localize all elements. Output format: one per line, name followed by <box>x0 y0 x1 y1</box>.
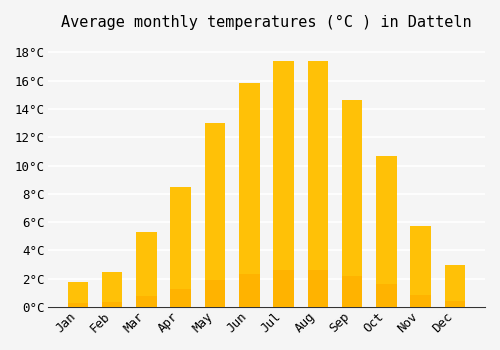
Bar <box>273 270 294 307</box>
Bar <box>102 302 122 307</box>
Bar <box>342 100 362 307</box>
Bar <box>239 274 260 307</box>
Bar <box>239 83 260 307</box>
Bar <box>102 272 122 307</box>
Bar <box>273 61 294 307</box>
Bar <box>376 156 396 307</box>
Bar <box>444 265 465 307</box>
Bar <box>170 289 191 307</box>
Bar <box>342 276 362 307</box>
Bar <box>444 301 465 307</box>
Bar <box>204 280 226 307</box>
Title: Average monthly temperatures (°C ) in Datteln: Average monthly temperatures (°C ) in Da… <box>61 15 472 30</box>
Bar <box>136 296 156 307</box>
Bar <box>376 285 396 307</box>
Bar <box>410 226 431 307</box>
Bar <box>68 282 88 307</box>
Bar <box>170 187 191 307</box>
Bar <box>136 232 156 307</box>
Bar <box>204 123 226 307</box>
Bar <box>410 295 431 307</box>
Bar <box>308 270 328 307</box>
Bar <box>68 303 88 307</box>
Bar <box>308 61 328 307</box>
